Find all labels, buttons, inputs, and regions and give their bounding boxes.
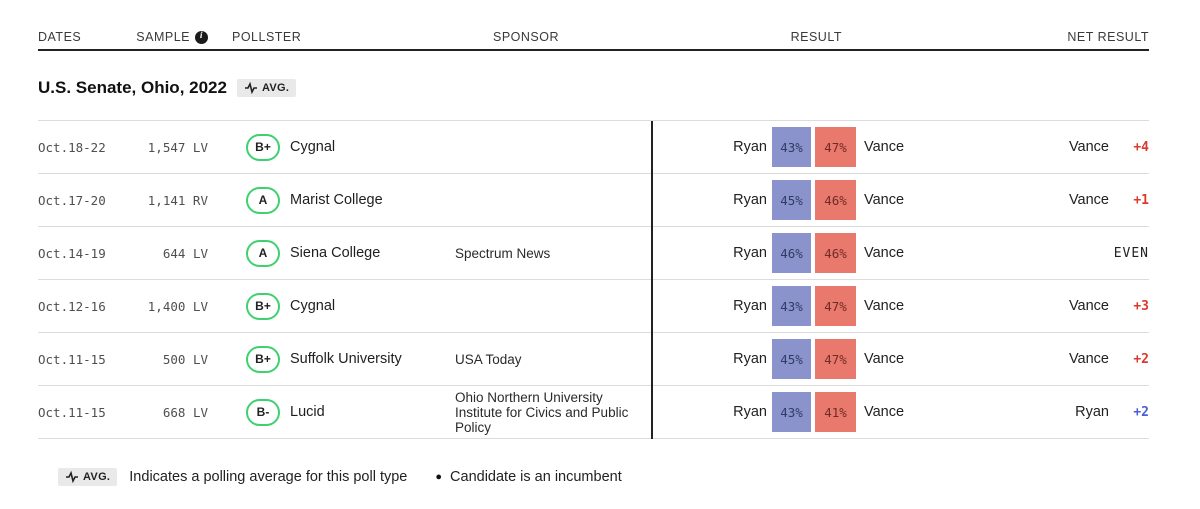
dem-result-cell: 43% (772, 286, 811, 326)
pollster-name[interactable]: Cygnal (290, 139, 336, 155)
poll-dates: Oct.17-20 (38, 192, 106, 208)
section-header: U.S. Senate, Ohio, 2022 AVG. (38, 78, 1149, 98)
pollster-grade-badge[interactable]: B+ (246, 345, 280, 373)
net-result: Ryan +2 (1075, 404, 1149, 420)
dem-candidate-name: Ryan (733, 404, 767, 420)
avg-badge: AVG. (58, 468, 118, 486)
poll-sample: 1,141 RV (147, 192, 208, 208)
rep-candidate-name: Vance (864, 298, 905, 314)
rep-result-cell: 47% (815, 339, 856, 379)
dem-candidate-name: Ryan (733, 351, 767, 367)
net-margin: +1 (1133, 192, 1149, 208)
rep-candidate-name: Vance (864, 404, 905, 420)
rep-result-cell: 47% (815, 127, 856, 167)
net-result: Vance +3 (1068, 298, 1149, 314)
result-divider (651, 121, 653, 439)
pollster-name[interactable]: Marist College (290, 192, 383, 208)
pulse-icon (244, 82, 257, 94)
rep-candidate-name: Vance (864, 351, 905, 367)
avg-badge[interactable]: AVG. (236, 79, 297, 97)
legend: AVG. Indicates a polling average for thi… (38, 468, 1149, 486)
net-margin: +3 (1133, 298, 1149, 314)
pollster-grade-badge[interactable]: A (246, 239, 280, 267)
pollster-grade-badge[interactable]: B- (246, 398, 280, 426)
dem-candidate-name: Ryan (733, 139, 767, 155)
net-margin: +2 (1133, 351, 1149, 367)
dem-result-cell: 43% (772, 127, 811, 167)
net-result: EVEN (1098, 246, 1149, 261)
table-row: Oct.11-15 668 LV B- Lucid Ohio Northern … (38, 386, 1149, 439)
rep-result-cell: 46% (815, 233, 856, 273)
dem-candidate-name: Ryan (733, 192, 767, 208)
column-header-pollster: POLLSTER (232, 30, 302, 44)
rep-candidate-name: Vance (864, 245, 905, 261)
net-result: Vance +4 (1068, 139, 1149, 155)
pollster-name[interactable]: Cygnal (290, 298, 336, 314)
poll-dates: Oct.11-15 (38, 404, 106, 420)
dem-result-cell: 45% (772, 339, 811, 379)
table-row: Oct.11-15 500 LV B+ Suffolk University U… (38, 333, 1149, 386)
poll-sponsor: Ohio Northern University Institute for C… (455, 389, 629, 435)
poll-dates: Oct.14-19 (38, 245, 106, 261)
poll-dates: Oct.12-16 (38, 298, 106, 314)
pulse-icon (66, 471, 78, 483)
poll-sample: 1,547 LV (147, 139, 208, 155)
column-header-sponsor: SPONSOR (493, 30, 560, 44)
dem-result-cell: 46% (772, 233, 811, 273)
polls-table: DATES SAMPLE i POLLSTER SPONSOR RESULT N… (38, 0, 1149, 486)
rep-candidate-name: Vance (864, 139, 905, 155)
pollster-name[interactable]: Suffolk University (290, 351, 402, 367)
dem-candidate-name: Ryan (733, 298, 767, 314)
avg-legend-text: Indicates a polling average for this pol… (129, 469, 408, 485)
rep-result-cell: 41% (815, 392, 856, 432)
table-row: Oct.17-20 1,141 RV A Marist College Ryan… (38, 174, 1149, 227)
dem-result-cell: 45% (772, 180, 811, 220)
poll-sample: 1,400 LV (147, 298, 208, 314)
table-body: Oct.18-22 1,547 LV B+ Cygnal Ryan 43% 47… (38, 120, 1149, 439)
poll-dates: Oct.18-22 (38, 139, 106, 155)
pollster-grade-badge[interactable]: B+ (246, 133, 280, 161)
net-margin: +2 (1133, 404, 1149, 420)
pollster-grade-badge[interactable]: B+ (246, 292, 280, 320)
poll-dates: Oct.11-15 (38, 351, 106, 367)
column-header-result: RESULT (790, 30, 842, 44)
pollster-name[interactable]: Lucid (290, 404, 325, 420)
rep-candidate-name: Vance (864, 192, 905, 208)
column-header-net-result: NET RESULT (1067, 30, 1149, 44)
table-header: DATES SAMPLE i POLLSTER SPONSOR RESULT N… (38, 0, 1149, 51)
poll-sponsor: USA Today (455, 351, 522, 367)
table-row: Oct.14-19 644 LV A Siena College Spectru… (38, 227, 1149, 280)
table-row: Oct.18-22 1,547 LV B+ Cygnal Ryan 43% 47… (38, 121, 1149, 174)
poll-sample: 644 LV (162, 245, 208, 261)
incumbent-dot-icon: ● (435, 470, 443, 483)
race-title: U.S. Senate, Ohio, 2022 (38, 78, 227, 97)
net-result: Vance +2 (1068, 351, 1149, 367)
incumbent-legend-text: Candidate is an incumbent (450, 469, 622, 485)
pollster-name[interactable]: Siena College (290, 245, 381, 261)
poll-sponsor: Spectrum News (455, 245, 551, 261)
table-row: Oct.12-16 1,400 LV B+ Cygnal Ryan 43% 47… (38, 280, 1149, 333)
rep-result-cell: 46% (815, 180, 856, 220)
poll-sample: 668 LV (162, 404, 208, 420)
pollster-grade-badge[interactable]: A (246, 186, 280, 214)
net-margin: EVEN (1113, 245, 1149, 261)
net-margin: +4 (1133, 139, 1149, 155)
dem-result-cell: 43% (772, 392, 811, 432)
column-header-sample: SAMPLE i (126, 30, 208, 44)
dem-candidate-name: Ryan (733, 245, 767, 261)
poll-sample: 500 LV (162, 351, 208, 367)
rep-result-cell: 47% (815, 286, 856, 326)
column-header-dates: DATES (38, 30, 82, 44)
info-icon[interactable]: i (195, 30, 208, 44)
net-result: Vance +1 (1068, 192, 1149, 208)
